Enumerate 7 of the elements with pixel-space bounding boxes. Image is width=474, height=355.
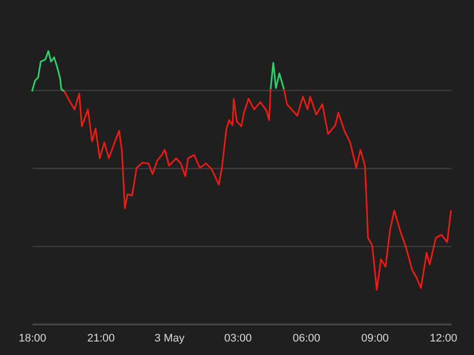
x-tick-label: 21:00	[87, 332, 115, 344]
x-tick-label: 3 May	[154, 332, 185, 344]
x-tick-label: 09:00	[361, 332, 389, 344]
x-tick-label: 06:00	[292, 332, 320, 344]
x-tick-label: 03:00	[224, 332, 252, 344]
x-tick-label: 18:00	[18, 332, 46, 344]
x-tick-label: 12:00	[430, 332, 458, 344]
